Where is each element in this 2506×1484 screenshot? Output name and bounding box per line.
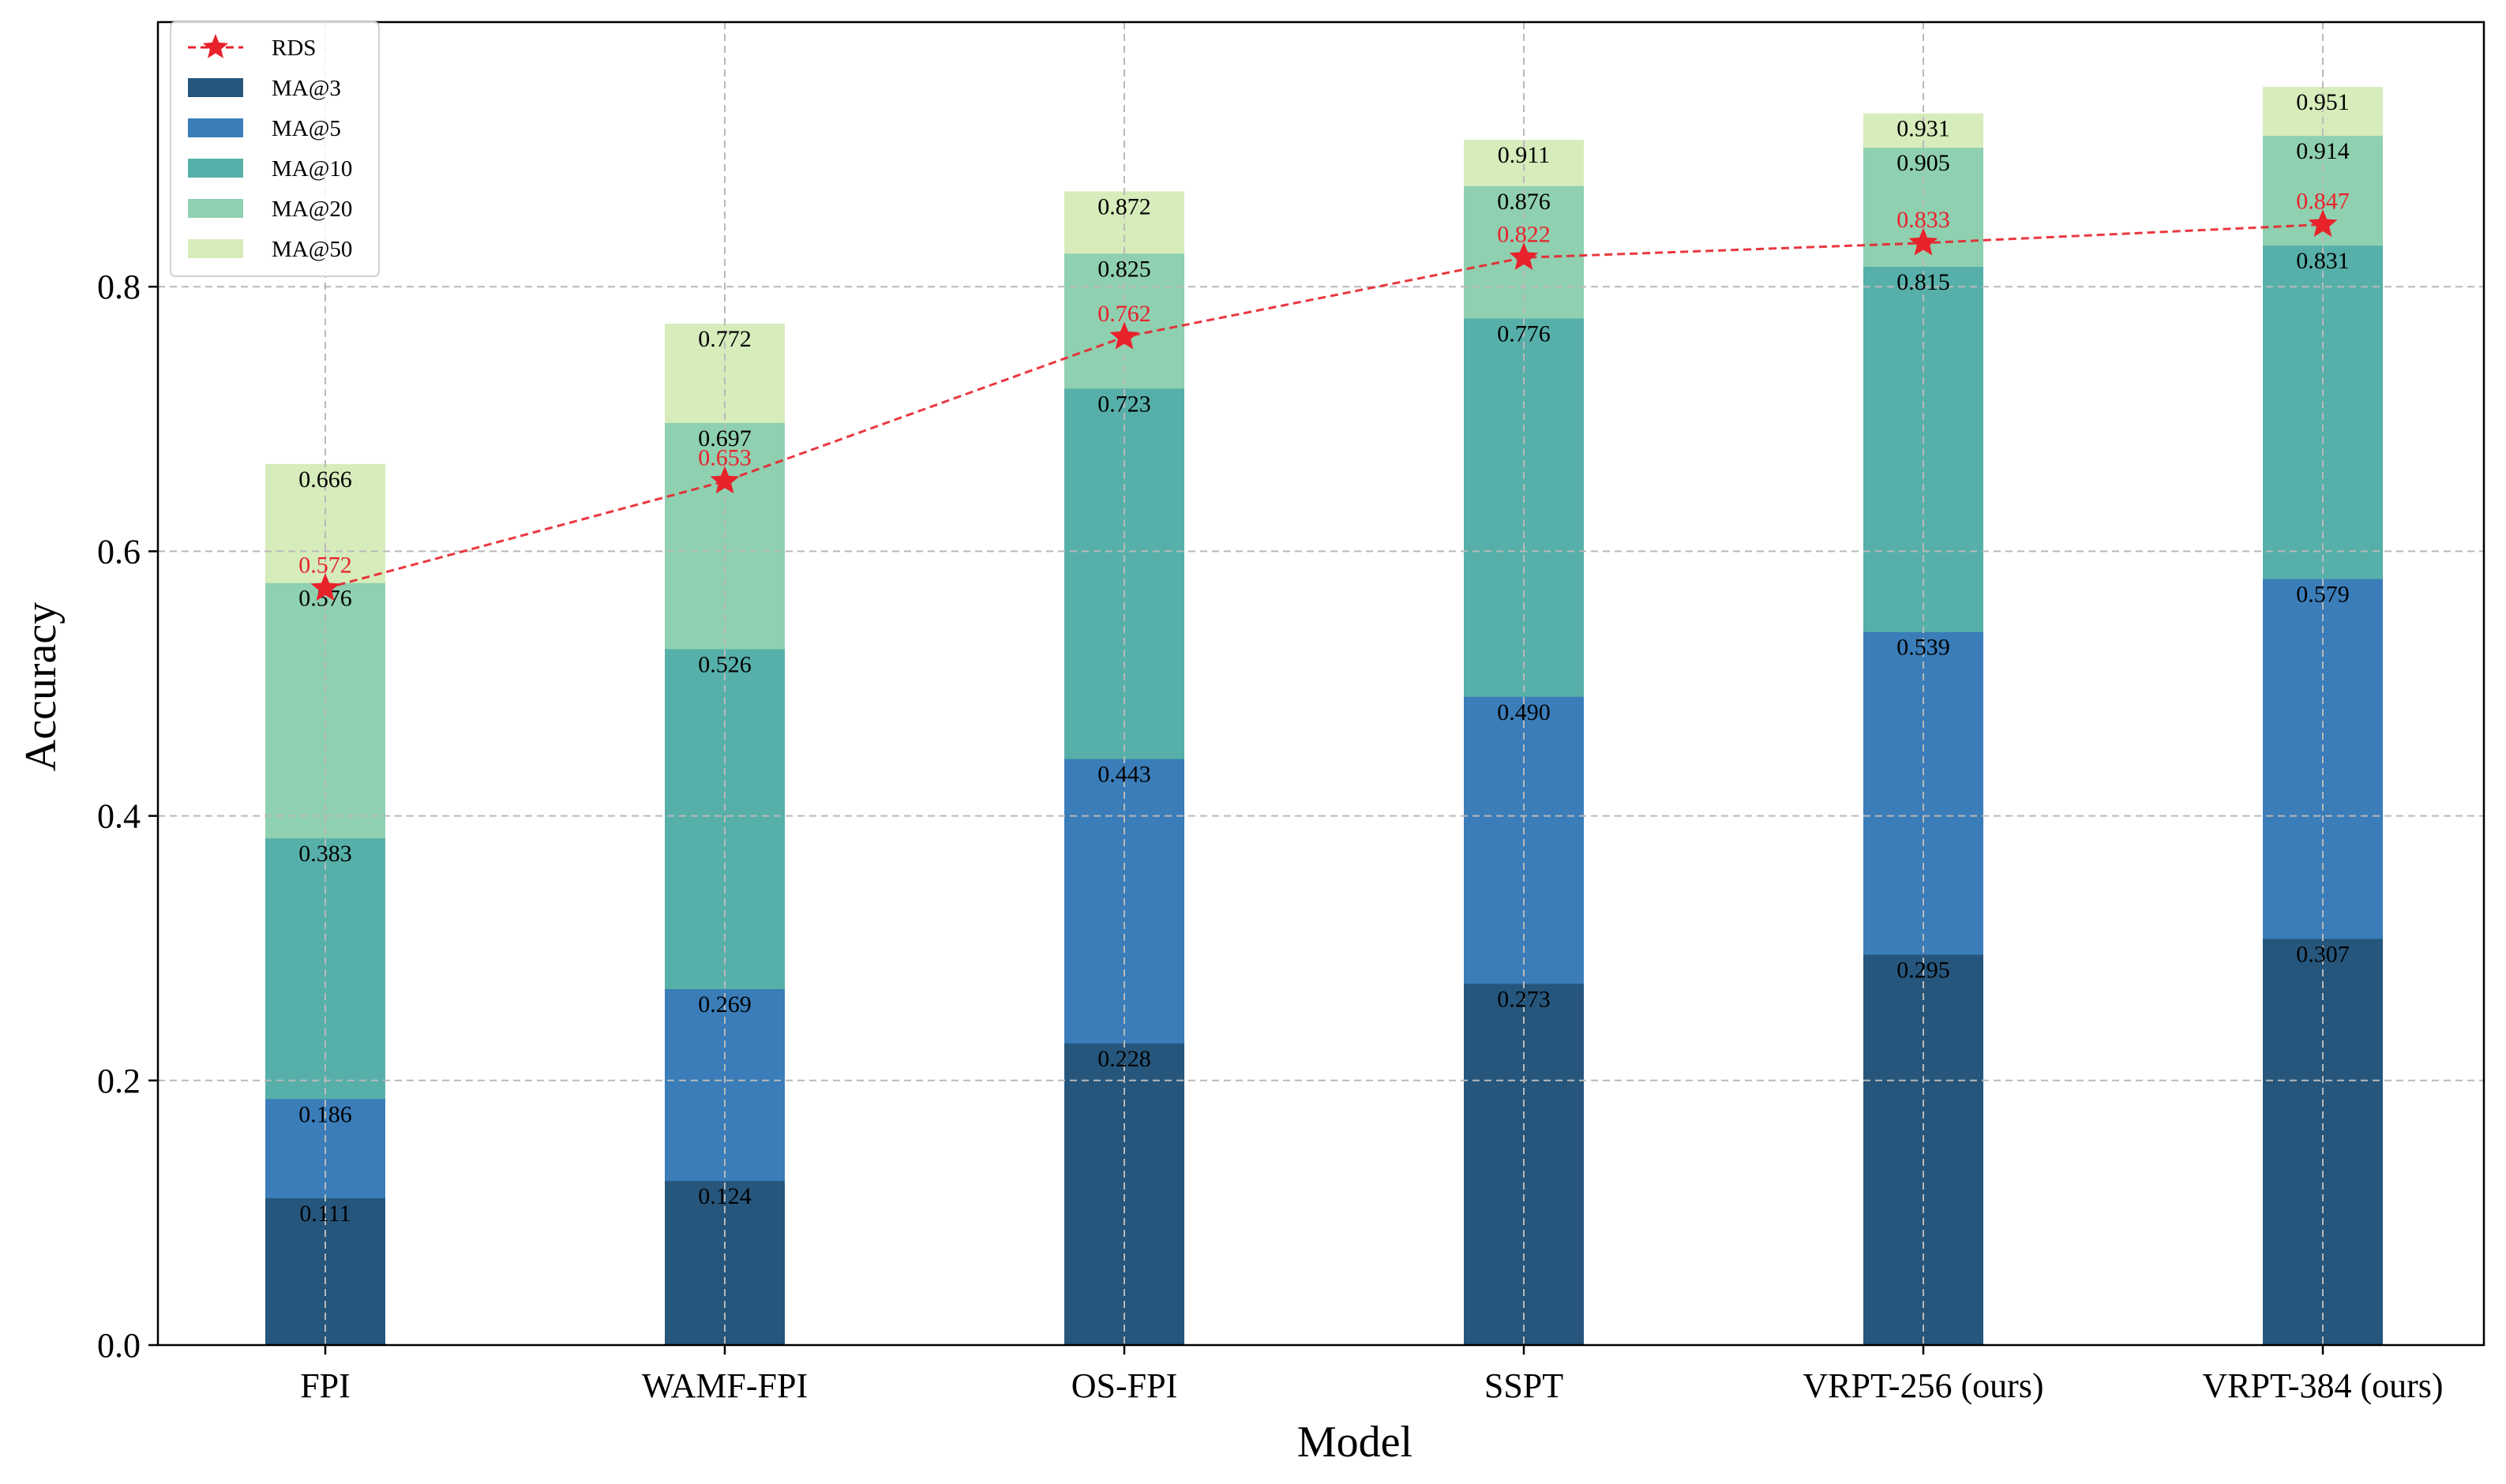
bar-label-ma-20-5: 0.914 xyxy=(2296,138,2350,164)
rds-star-marker-4 xyxy=(1908,227,1938,256)
x-tick-label-2: OS-FPI xyxy=(1071,1366,1178,1405)
legend-label-ma-5: MA@5 xyxy=(272,116,341,141)
bar-label-ma-50-4: 0.931 xyxy=(1896,116,1950,142)
legend-label-rds: RDS xyxy=(272,36,316,61)
legend-label-ma-3: MA@3 xyxy=(272,76,341,101)
bar-label-ma-50-2: 0.872 xyxy=(1097,194,1151,220)
plot-frame xyxy=(156,21,2485,1347)
legend-swatch-ma-20 xyxy=(188,199,243,218)
rds-value-label-5: 0.847 xyxy=(2296,188,2350,214)
bar-label-ma-3-0: 0.111 xyxy=(299,1201,351,1227)
bars-layer xyxy=(265,87,2383,1346)
bar-label-ma-20-4: 0.905 xyxy=(1896,150,1950,176)
rds-star-marker-5 xyxy=(2308,209,2338,238)
bar-label-ma-5-4: 0.539 xyxy=(1896,635,1950,661)
bar-label-ma-3-4: 0.295 xyxy=(1896,957,1950,984)
bar-label-ma-3-5: 0.307 xyxy=(2296,941,2350,967)
bar-label-ma-3-3: 0.273 xyxy=(1497,986,1551,1012)
bar-label-ma-20-1: 0.697 xyxy=(698,425,752,452)
bar-label-ma-10-2: 0.723 xyxy=(1097,391,1151,417)
rds-star-marker-3 xyxy=(1509,242,1539,270)
legend-label-ma-20: MA@20 xyxy=(272,197,352,222)
bar-label-ma-3-1: 0.124 xyxy=(698,1183,752,1209)
legend-rds-star xyxy=(202,34,229,58)
rds-star-marker-0 xyxy=(310,573,340,601)
y-axis-title: Accuracy xyxy=(17,602,66,772)
bar-label-ma-3-2: 0.228 xyxy=(1097,1046,1151,1072)
rds-value-label-2: 0.762 xyxy=(1097,301,1151,327)
y-tick-label-2: 0.4 xyxy=(97,797,141,836)
x-axis-title: Model xyxy=(1297,1418,1412,1467)
legend-label-ma-50: MA@50 xyxy=(272,237,352,262)
bar-labels-layer: 0.111 0.124 0.228 0.273 0.295 0.307 0.186 0.269… xyxy=(298,89,2350,1227)
axes-layer: 0.0 0.2 0.4 0.6 0.8 FPI WAMF-FPI OS-FPI SSPT VRPT… xyxy=(97,21,2485,1405)
rds-value-label-4: 0.833 xyxy=(1896,207,1950,233)
y-tick-label-1: 0.2 xyxy=(97,1062,141,1100)
x-tick-label-3: SSPT xyxy=(1484,1366,1563,1405)
legend-swatch-ma-3 xyxy=(188,78,243,97)
bar-label-ma-20-3: 0.876 xyxy=(1497,189,1551,215)
rds-line-layer: 0.572 0.653 0.762 0.822 0.833 0.847 xyxy=(298,188,2350,601)
x-tick-label-5: VRPT-384 (ours) xyxy=(2202,1366,2443,1405)
y-tick-label-0: 0.0 xyxy=(97,1326,141,1365)
bar-label-ma-5-5: 0.579 xyxy=(2296,582,2350,608)
bar-label-ma-5-3: 0.490 xyxy=(1497,699,1551,725)
bar-label-ma-10-4: 0.815 xyxy=(1896,269,1950,295)
bar-label-ma-5-0: 0.186 xyxy=(298,1101,352,1127)
bar-label-ma-50-3: 0.911 xyxy=(1498,142,1550,168)
legend-label-ma-10: MA@10 xyxy=(272,156,352,182)
rds-line xyxy=(325,223,2324,590)
y-tick-label-3: 0.6 xyxy=(97,532,141,571)
y-tick-label-4: 0.8 xyxy=(97,268,141,306)
legend-swatch-ma-10 xyxy=(188,159,243,178)
bar-label-ma-5-2: 0.443 xyxy=(1097,762,1151,788)
rds-value-label-0: 0.572 xyxy=(298,552,352,578)
x-tick-label-0: FPI xyxy=(300,1366,351,1405)
bar-label-ma-50-1: 0.772 xyxy=(698,326,752,352)
bar-label-ma-10-3: 0.776 xyxy=(1497,320,1551,347)
bar-label-ma-50-0: 0.666 xyxy=(298,467,352,493)
bar-label-ma-5-1: 0.269 xyxy=(698,991,752,1017)
bar-label-ma-10-0: 0.383 xyxy=(298,841,352,867)
x-tick-label-1: WAMF-FPI xyxy=(642,1366,808,1405)
x-tick-label-4: VRPT-256 (ours) xyxy=(1803,1366,2043,1405)
legend: RDS MA@3 MA@5 MA@10 MA@20 MA@50 xyxy=(170,21,380,277)
rds-star-marker-1 xyxy=(710,466,740,494)
bar-label-ma-10-5: 0.831 xyxy=(2296,248,2350,274)
rds-value-label-3: 0.822 xyxy=(1497,221,1551,247)
rds-star-marker-2 xyxy=(1109,321,1139,350)
legend-swatch-ma-50 xyxy=(188,239,243,258)
rds-value-label-1: 0.653 xyxy=(698,445,752,471)
bar-label-ma-50-5: 0.951 xyxy=(2296,89,2350,115)
bar-label-ma-10-1: 0.526 xyxy=(698,651,752,677)
bar-label-ma-20-2: 0.825 xyxy=(1097,256,1151,282)
legend-swatch-ma-5 xyxy=(188,118,243,137)
grid-layer xyxy=(158,22,2484,1345)
